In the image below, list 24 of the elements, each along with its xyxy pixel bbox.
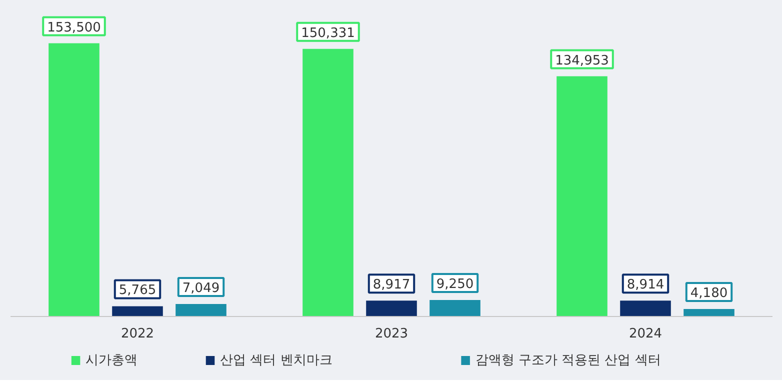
bar [684,309,734,316]
bar [430,300,480,316]
data-label: 153,500 [47,20,101,36]
legend-label: 산업 섹터 벤치마크 [220,353,332,368]
data-label: 8,914 [626,278,664,293]
bar [302,48,354,316]
bar [112,306,163,316]
data-label: 9,250 [436,277,474,292]
data-label: 134,953 [555,53,609,68]
x-tick-label: 2022 [120,326,154,342]
data-label: 5,765 [118,283,156,298]
data-label: 8,917 [372,278,410,293]
data-label: 7,049 [182,280,220,296]
legend-label: 감액형 구조가 적용된 산업 섹터 [475,353,661,368]
bar [176,304,226,316]
data-label: 150,331 [301,26,355,41]
legend-label: 시가총액 [86,353,138,368]
data-label: 4,180 [690,286,728,302]
bar [366,300,417,316]
x-tick-label: 2023 [374,326,408,342]
bar [556,76,608,316]
bar [48,43,100,316]
bar [620,300,671,316]
x-tick-label: 2024 [628,326,662,342]
